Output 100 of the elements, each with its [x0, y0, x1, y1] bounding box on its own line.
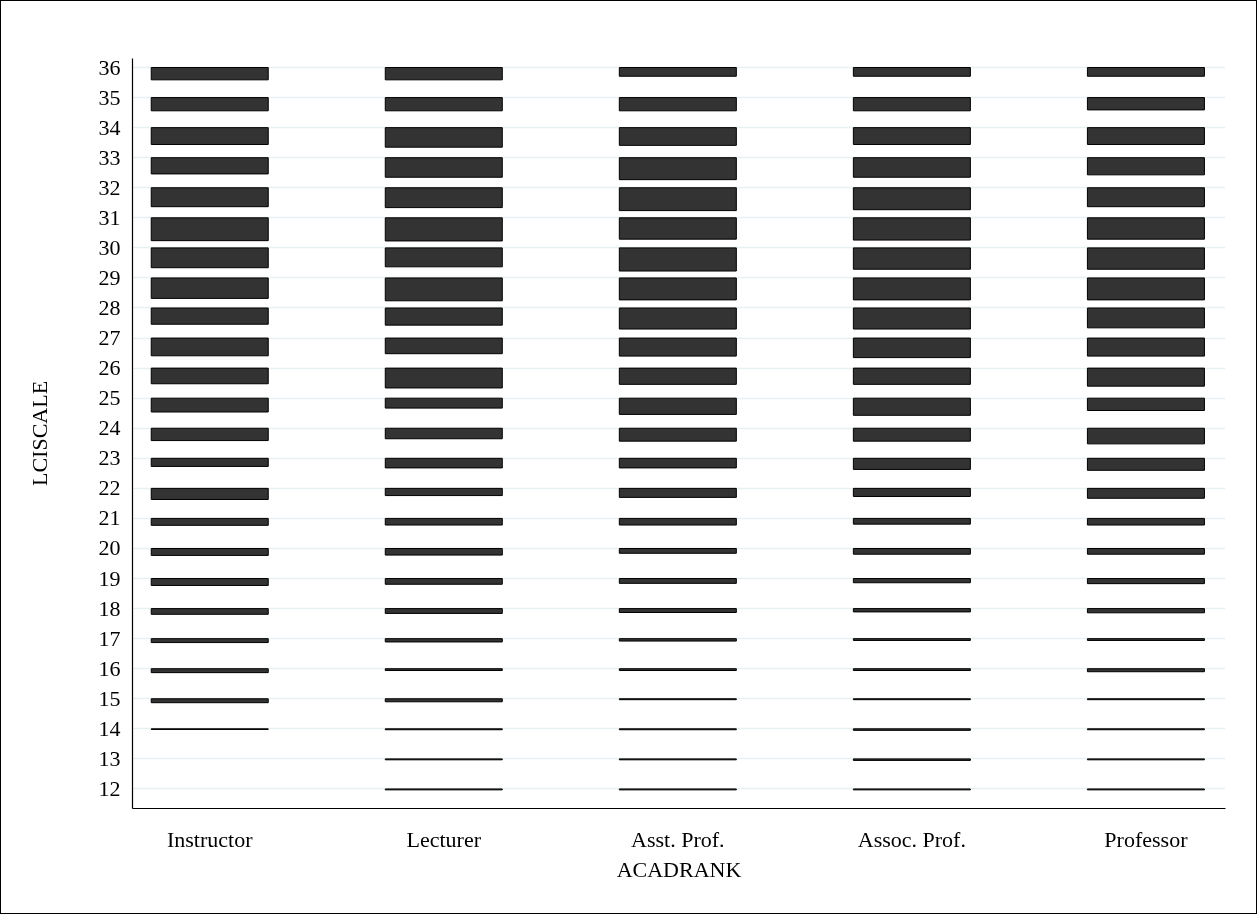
bar	[852, 247, 971, 270]
y-tick-label: 16	[98, 655, 121, 681]
bar	[1086, 487, 1205, 499]
bar	[618, 217, 737, 240]
y-tick-label: 17	[98, 625, 121, 651]
bar	[384, 517, 503, 526]
bar	[150, 67, 269, 81]
bar	[150, 157, 269, 175]
bar	[618, 608, 737, 614]
bar	[1086, 127, 1205, 145]
bar	[150, 307, 269, 325]
bar	[618, 307, 737, 330]
bar	[618, 457, 737, 469]
bar	[1086, 547, 1205, 555]
bar	[618, 97, 737, 112]
y-tick-label: 28	[98, 295, 121, 320]
bar	[384, 277, 503, 302]
bar	[852, 397, 971, 416]
bar	[1086, 337, 1205, 357]
bar	[150, 517, 269, 526]
bar	[852, 187, 971, 211]
bar	[618, 127, 737, 146]
bar	[1086, 157, 1205, 176]
bar	[384, 397, 503, 409]
bar	[1086, 367, 1205, 387]
bar	[852, 487, 971, 497]
bar	[618, 247, 737, 272]
y-tick-label: 36	[98, 54, 121, 80]
bar	[618, 487, 737, 498]
bar	[852, 547, 971, 555]
y-tick-label: 12	[98, 775, 121, 801]
bar	[852, 67, 971, 77]
bar	[384, 157, 503, 178]
y-tick-label: 35	[98, 84, 121, 110]
bar	[150, 127, 269, 145]
bar	[384, 67, 503, 81]
bar	[150, 397, 269, 413]
bar	[618, 277, 737, 301]
bar	[384, 638, 503, 643]
bar	[618, 157, 737, 181]
bar	[1086, 97, 1205, 111]
bar	[852, 427, 971, 442]
y-tick-label: 25	[98, 385, 121, 411]
bar	[618, 337, 737, 357]
bar	[150, 367, 269, 385]
bar	[150, 457, 269, 467]
bar	[150, 247, 269, 269]
bar	[1086, 427, 1205, 445]
bar	[150, 578, 269, 586]
bar	[384, 457, 503, 469]
bar	[1086, 517, 1205, 526]
x-tick-label: Asst. Prof.	[631, 826, 725, 852]
bar	[852, 517, 971, 525]
bar	[150, 608, 269, 615]
bar	[618, 397, 737, 415]
y-tick-label: 26	[98, 355, 121, 381]
bar	[384, 307, 503, 326]
y-tick-label: 20	[98, 535, 121, 561]
bar	[150, 187, 269, 208]
bar	[384, 487, 503, 497]
y-tick-label: 30	[98, 234, 121, 260]
y-tick-label: 18	[98, 595, 121, 621]
bar	[384, 578, 503, 585]
bar	[618, 638, 737, 642]
y-tick-label: 27	[98, 325, 121, 351]
bar	[384, 698, 503, 703]
bar	[384, 97, 503, 112]
bar	[618, 517, 737, 526]
bar	[1086, 187, 1205, 208]
bar	[1086, 668, 1205, 673]
y-tick-label: 32	[98, 174, 121, 200]
bar	[852, 307, 971, 330]
bar	[618, 578, 737, 584]
y-tick-label: 24	[98, 415, 121, 441]
bar	[384, 187, 503, 209]
bar	[1086, 457, 1205, 471]
bar	[852, 457, 971, 470]
bar	[150, 427, 269, 442]
bar	[1086, 578, 1205, 585]
bar	[384, 367, 503, 389]
bar	[618, 67, 737, 77]
bar	[150, 638, 269, 644]
bar	[150, 487, 269, 500]
bar	[852, 97, 971, 112]
bar	[384, 427, 503, 440]
bar	[1086, 608, 1205, 614]
bar	[1086, 67, 1205, 77]
bar	[1086, 277, 1205, 301]
y-axis-title: LCISCALE	[26, 380, 52, 487]
bar	[618, 367, 737, 385]
y-tick-label: 13	[98, 745, 121, 771]
y-tick-label: 33	[98, 144, 121, 170]
bar	[384, 547, 503, 556]
bar	[1086, 307, 1205, 329]
bar	[852, 367, 971, 385]
x-tick-label: Professor	[1104, 826, 1189, 852]
bar	[384, 608, 503, 614]
bar	[1086, 247, 1205, 270]
bar	[384, 247, 503, 268]
bar	[150, 668, 269, 674]
